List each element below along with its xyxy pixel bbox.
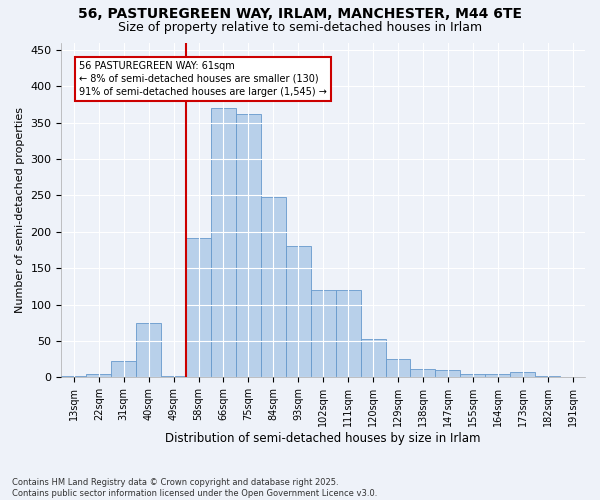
Bar [335,290,361,378]
Bar [111,362,136,378]
Bar [211,108,236,378]
Bar [286,246,311,378]
Bar [361,340,386,378]
Bar [136,323,161,378]
Bar [261,197,286,378]
Text: Contains HM Land Registry data © Crown copyright and database right 2025.
Contai: Contains HM Land Registry data © Crown c… [12,478,377,498]
Text: 56 PASTUREGREEN WAY: 61sqm
← 8% of semi-detached houses are smaller (130)
91% of: 56 PASTUREGREEN WAY: 61sqm ← 8% of semi-… [79,60,327,97]
X-axis label: Distribution of semi-detached houses by size in Irlam: Distribution of semi-detached houses by … [166,432,481,445]
Bar [485,374,510,378]
Bar [410,368,436,378]
Text: 56, PASTUREGREEN WAY, IRLAM, MANCHESTER, M44 6TE: 56, PASTUREGREEN WAY, IRLAM, MANCHESTER,… [78,8,522,22]
Bar [386,359,410,378]
Bar [186,238,211,378]
Bar [311,290,335,378]
Bar [236,114,261,378]
Bar [86,374,111,378]
Bar [460,374,485,378]
Bar [161,376,186,378]
Bar [535,376,560,378]
Bar [436,370,460,378]
Text: Size of property relative to semi-detached houses in Irlam: Size of property relative to semi-detach… [118,21,482,34]
Bar [510,372,535,378]
Bar [560,376,585,378]
Y-axis label: Number of semi-detached properties: Number of semi-detached properties [15,107,25,313]
Bar [61,376,86,378]
